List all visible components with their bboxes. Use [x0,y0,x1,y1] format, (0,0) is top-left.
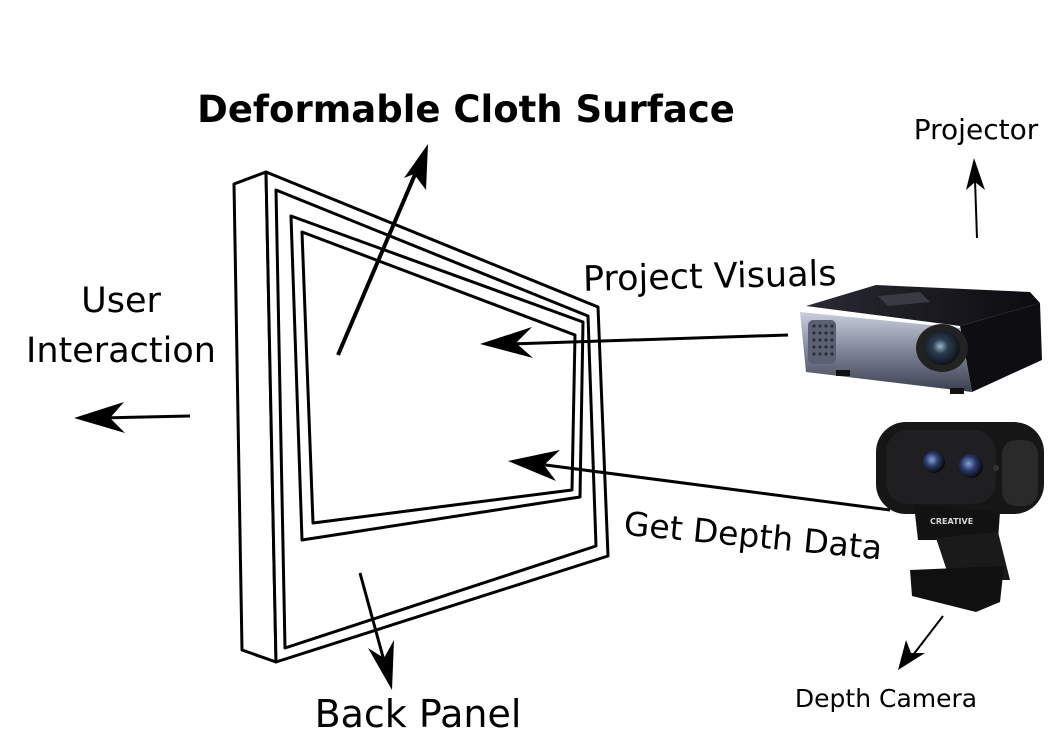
camera-stand-base [910,566,1004,612]
user-interaction-label-line1: User [81,281,161,321]
depth-data-arrowhead [508,450,560,481]
camera-lens-right [959,454,983,478]
camera-stand-neck [914,505,1000,540]
depth-camera-arrowhead [898,640,925,670]
projector-top [806,285,1040,326]
get-depth-data-label: Get Depth Data [622,504,884,568]
projector-arrowhead [966,158,985,190]
cloth-surface [300,230,577,525]
projector-lens [924,331,960,365]
camera-mesh [1002,440,1038,506]
cloth-frame [232,170,610,664]
depth-camera-arrow [909,615,944,660]
projector-label: Projector [914,113,1039,146]
projector-foot [836,370,850,376]
depth-camera-image: CREATIVE [876,422,1044,612]
back-panel-outline [264,170,610,664]
camera-lens-left [923,451,945,473]
projector-image [800,285,1042,394]
user-interaction-arrow [99,414,191,420]
back-panel-arrowhead [368,640,394,690]
user-interaction-arrowhead [74,402,125,433]
arrows [74,144,985,690]
depth-data-arrow [537,462,891,512]
back-panel-label: Back Panel [315,692,522,736]
project-visuals-label: Project Visuals [583,254,837,300]
projector-foot [950,388,964,394]
cloth-surface-arrowhead [404,144,428,190]
back-panel-arrow [358,572,388,669]
project-visuals-arrowhead [480,327,533,358]
camera-brand-text: CREATIVE [930,517,973,526]
projector-control-panel [878,292,930,306]
projector-side [960,303,1042,392]
project-visuals-arrow [509,333,789,346]
cloth-surface-arrow [336,164,421,356]
back-panel-inner-edge [274,188,598,650]
user-interaction-label-line2: Interaction [26,331,216,371]
depth-camera-label: Depth Camera [795,684,977,713]
cloth-border-outer [289,214,585,542]
projector-vent [808,320,836,364]
projector-arrow [974,179,978,239]
cloth-surface-label: Deformable Cloth Surface [197,88,735,131]
